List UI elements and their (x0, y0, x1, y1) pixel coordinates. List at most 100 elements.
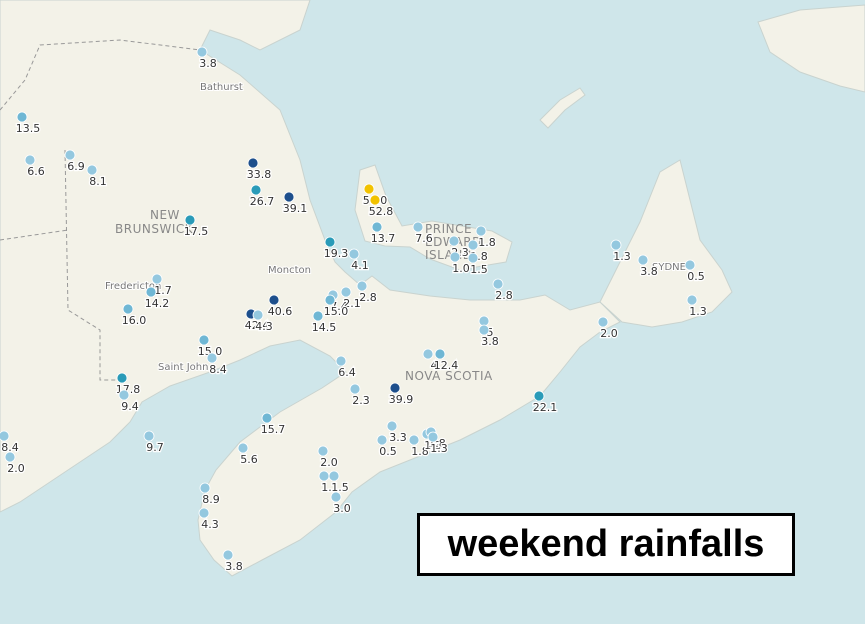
station-label: 1.5 (470, 263, 488, 276)
map-title: weekend rainfalls (417, 513, 795, 576)
station-dot (268, 294, 280, 306)
station-label: 6.9 (67, 160, 85, 173)
place-label: PRINCE (425, 222, 472, 236)
station-label: 40.6 (268, 305, 293, 318)
station-label: 13.7 (371, 232, 396, 245)
station-dot (475, 225, 487, 237)
station-label: 42.4 (245, 319, 270, 332)
station-dot (467, 252, 479, 264)
station-dot (356, 280, 368, 292)
station-label: 1.8 (411, 445, 429, 458)
station-dot (340, 286, 352, 298)
station-label: 8.1 (89, 175, 107, 188)
station-label: 4.3 (201, 518, 219, 531)
station-dot (363, 183, 375, 195)
station-dot (198, 507, 210, 519)
station-dot (151, 273, 163, 285)
station-dot (389, 382, 401, 394)
station-label: 3.3 (389, 431, 407, 444)
station-label: 14.5 (312, 321, 337, 334)
station-label: 2.0 (320, 456, 338, 469)
station-dot (145, 286, 157, 298)
station-label: 7.6 (415, 232, 433, 245)
station-label: 8.9 (202, 493, 220, 506)
station-dot (422, 348, 434, 360)
station-label: 9.4 (121, 400, 139, 413)
station-dot (86, 164, 98, 176)
station-label: 1.0 (452, 262, 470, 275)
station-dot (376, 434, 388, 446)
station-label: 1.3 (613, 250, 631, 263)
station-dot (369, 194, 381, 206)
station-dot (371, 221, 383, 233)
station-label: 6.4 (338, 366, 356, 379)
station-label: 16.0 (122, 314, 147, 327)
station-dot (252, 309, 264, 321)
station-dot (324, 236, 336, 248)
station-label: 1.7 (154, 284, 172, 297)
station-dot (283, 191, 295, 203)
station-label: 9.7 (146, 441, 164, 454)
station-dot (317, 445, 329, 457)
station-label: 1.1 (321, 481, 339, 494)
station-label: 8.4 (1, 441, 19, 454)
station-dot (478, 315, 490, 327)
station-dot (4, 451, 16, 463)
station-label: 1.3 (689, 305, 707, 318)
station-dot (408, 434, 420, 446)
station-dot (64, 149, 76, 161)
station-label: 12.4 (434, 359, 459, 372)
station-dot (198, 334, 210, 346)
station-label: 4.3 (255, 320, 273, 333)
station-label: 0.5 (687, 270, 705, 283)
station-label: 8.4 (209, 363, 227, 376)
station-dot (492, 278, 504, 290)
place-label: Moncton (268, 265, 311, 276)
station-dot (24, 154, 36, 166)
station-dot (324, 294, 336, 306)
station-dot (686, 294, 698, 306)
land (0, 0, 865, 577)
station-label: 15.7 (261, 423, 286, 436)
station-dot (434, 348, 446, 360)
station-label: 19.3 (324, 247, 349, 260)
station-dot (206, 352, 218, 364)
station-label: 3.0 (333, 502, 351, 515)
station-label: 4.1 (351, 259, 369, 272)
station-dot (0, 430, 10, 442)
station-label: 13.5 (16, 122, 41, 135)
station-dot (412, 221, 424, 233)
station-dot (122, 303, 134, 315)
station-dot (116, 372, 128, 384)
station-dot (247, 157, 259, 169)
station-label: 6.6 (27, 165, 45, 178)
place-label: BRUNSWICK (115, 222, 194, 236)
station-dot (597, 316, 609, 328)
station-dot (386, 420, 398, 432)
station-label: 2.0 (7, 462, 25, 475)
station-dot (448, 235, 460, 247)
station-dot (449, 251, 461, 263)
station-dot (684, 259, 696, 271)
station-label: 2.0 (600, 327, 618, 340)
station-label: 3.8 (481, 335, 499, 348)
place-label: SYDNEY (652, 262, 693, 273)
station-dot (637, 254, 649, 266)
station-dot (467, 239, 479, 251)
station-label: 2.3 (352, 394, 370, 407)
station-dot (250, 184, 262, 196)
station-dot (533, 390, 545, 402)
station-dot (478, 324, 490, 336)
station-dot (237, 442, 249, 454)
station-dot (318, 470, 330, 482)
place-label: NEW (150, 208, 180, 222)
place-label: ISLAND (425, 248, 473, 262)
station-dot (196, 46, 208, 58)
station-label: 2.8 (359, 291, 377, 304)
station-label: 2.1 (343, 297, 361, 310)
station-label: 39.9 (389, 393, 414, 406)
station-label: 5.6 (240, 453, 258, 466)
station-label: 1.3 (424, 439, 442, 452)
